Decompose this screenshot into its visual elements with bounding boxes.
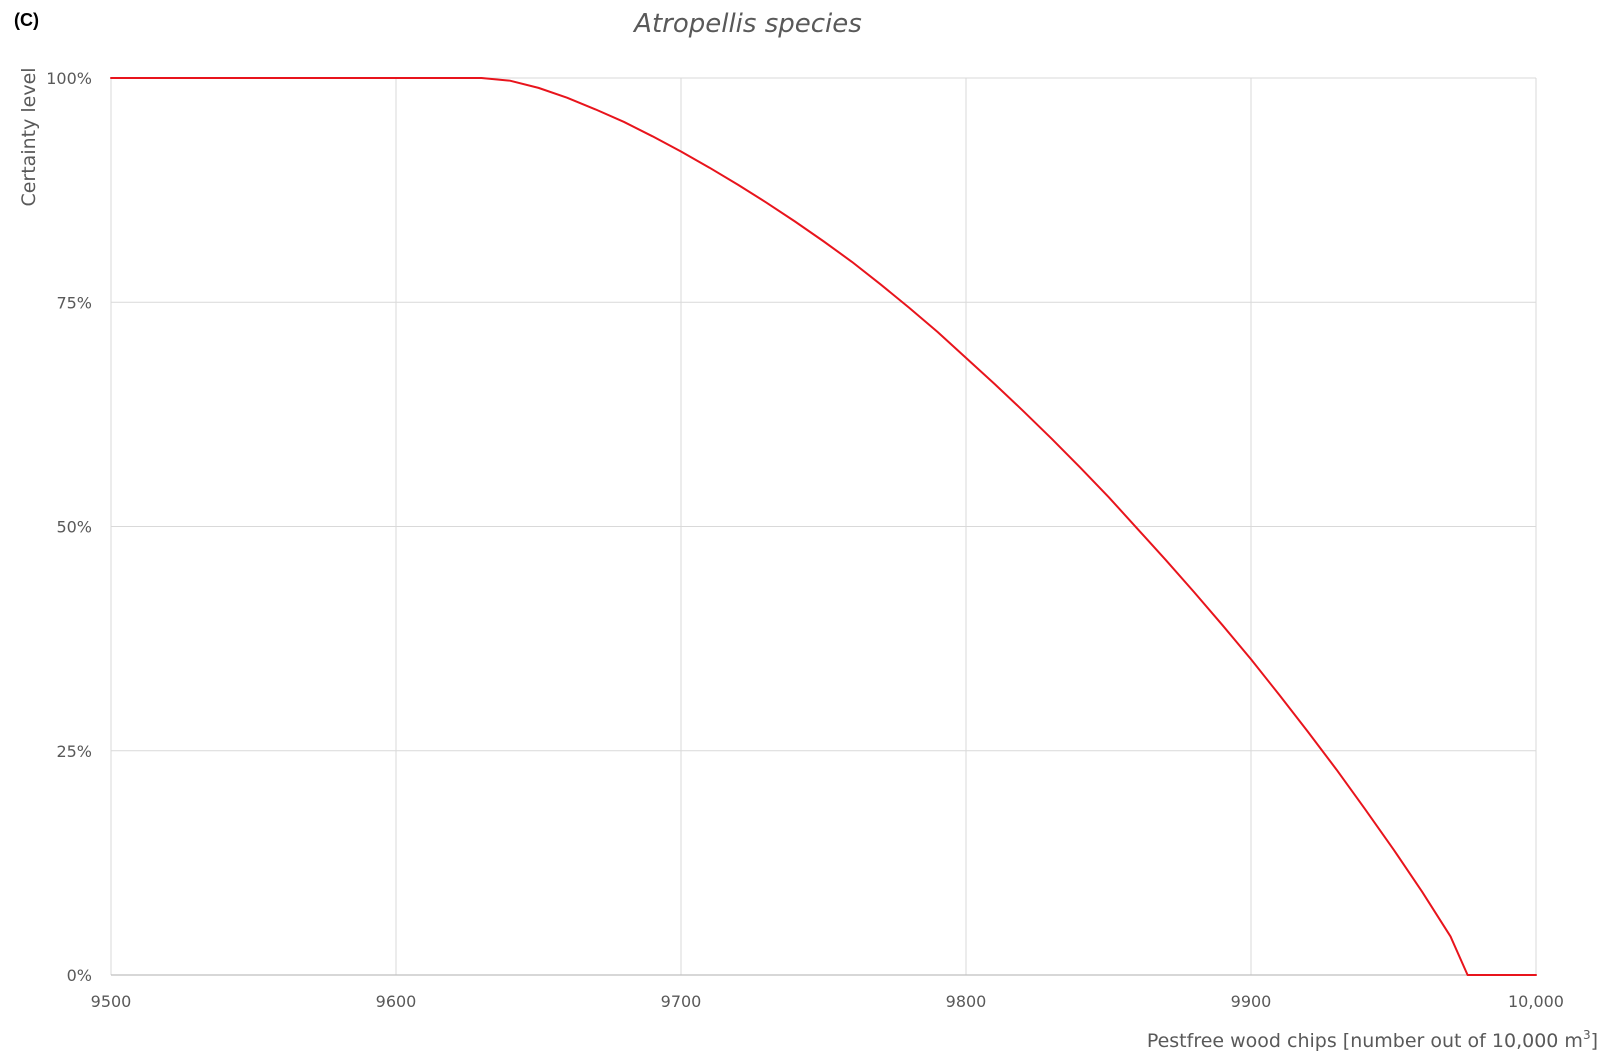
certainty-curve-line (110, 77, 1537, 976)
y-tick-label: 0% (67, 966, 92, 985)
y-tick-label: 100% (46, 69, 92, 88)
x-tick-label: 9700 (661, 992, 702, 1011)
series-layer (110, 77, 1537, 976)
x-axis-title: Pestfree wood chips [number out of 10,00… (1147, 1028, 1598, 1052)
y-tick-label: 25% (56, 742, 92, 761)
y-tick-label: 75% (56, 293, 92, 312)
chart-title: Atropellis species (632, 9, 862, 39)
y-tick-label: 50% (56, 518, 92, 537)
grid-layer (110, 77, 1537, 975)
x-tick-label: 9600 (376, 992, 417, 1011)
x-tick-label: 9500 (91, 992, 132, 1011)
x-axis-title-sup: 3 (1583, 1028, 1591, 1042)
x-tick-label: 10,000 (1508, 992, 1564, 1011)
label-layer: 0% 25% 50% 75% 100% 9500 9600 9700 9800 9900 10,00… (46, 69, 1564, 1011)
x-tick-label: 9800 (946, 992, 987, 1011)
y-axis-title: Certainty level (18, 67, 40, 206)
panel-label: (C) (14, 10, 39, 30)
x-axis-title-end: ] (1591, 1030, 1598, 1052)
x-axis-title-main: Pestfree wood chips [number out of 10,00… (1147, 1030, 1583, 1052)
x-tick-label: 9900 (1231, 992, 1272, 1011)
